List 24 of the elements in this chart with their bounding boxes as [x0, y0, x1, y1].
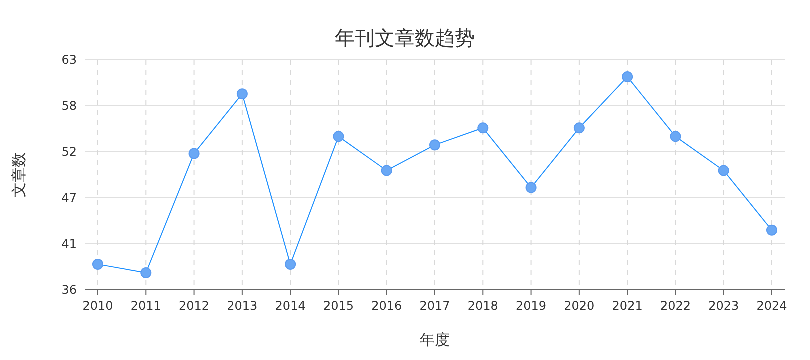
x-tick-label: 2013: [227, 299, 258, 313]
x-axis-title: 年度: [420, 331, 450, 349]
y-tick-label: 36: [62, 283, 77, 297]
y-axis-title: 文章数: [10, 152, 28, 198]
x-tick-label: 2023: [708, 299, 740, 313]
x-tick-label: 2018: [468, 299, 498, 313]
x-tick-label: 2024: [756, 299, 788, 313]
x-tick-label: 2011: [130, 299, 162, 313]
x-tick-label: 2010: [82, 299, 114, 313]
x-tick-label: 2020: [564, 299, 595, 313]
y-tick-label: 47: [62, 191, 77, 205]
y-tick-label: 52: [62, 145, 77, 159]
y-tick-label: 63: [62, 53, 77, 67]
chart-title: 年刊文章数趋势: [335, 26, 475, 50]
y-tick-label: 41: [62, 237, 77, 251]
x-tick-label: 2016: [372, 299, 402, 313]
x-tick-label: 2012: [179, 299, 210, 313]
x-tick-label: 2022: [660, 299, 691, 313]
x-tick-label: 2015: [323, 299, 354, 313]
x-tick-label: 2014: [275, 299, 306, 313]
y-tick-label: 58: [62, 99, 77, 113]
x-tick-label: 2017: [420, 299, 450, 313]
x-tick-label: 2019: [516, 299, 547, 313]
x-tick-label: 2021: [612, 299, 643, 313]
